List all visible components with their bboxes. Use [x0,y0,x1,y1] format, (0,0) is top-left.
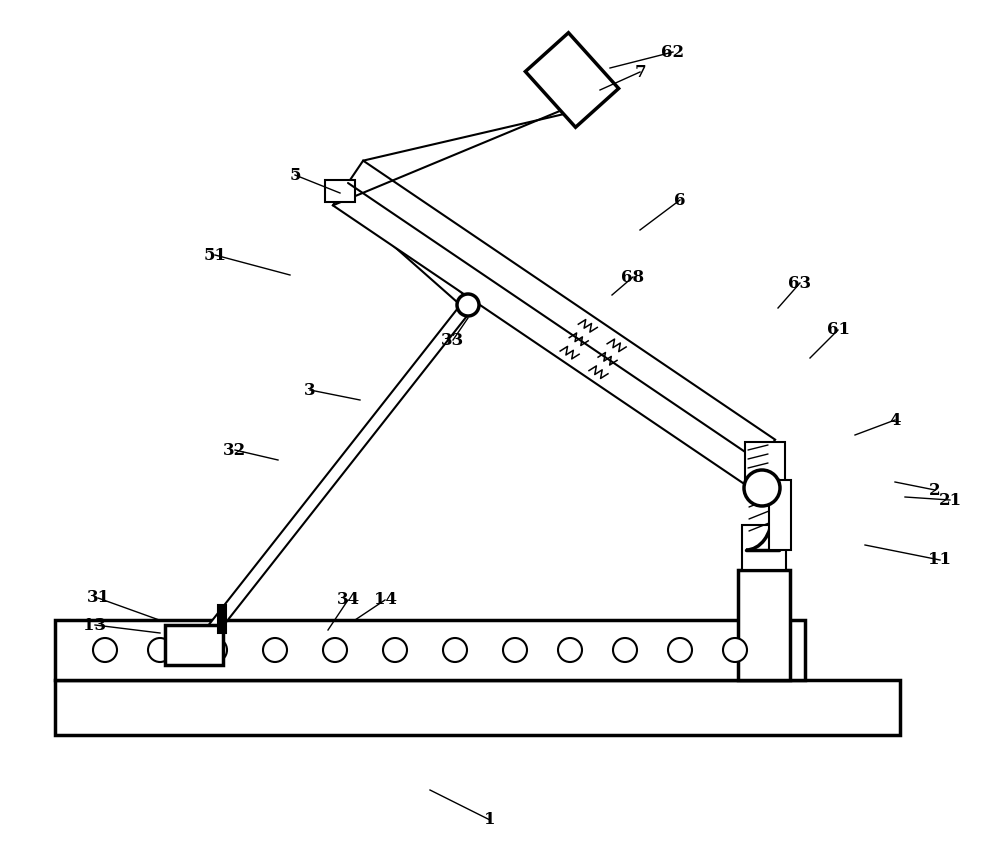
Circle shape [263,638,287,662]
Bar [55,620,805,680]
Text: 63: 63 [788,274,812,291]
Circle shape [723,638,747,662]
Polygon shape [525,33,619,127]
Circle shape [744,470,780,506]
Text: 31: 31 [86,589,110,606]
Text: 34: 34 [336,592,360,609]
Text: 7: 7 [634,64,646,81]
Text: 2: 2 [929,481,941,498]
Bar [769,480,791,550]
Bar [738,570,790,680]
Text: 68: 68 [621,268,645,285]
Circle shape [558,638,582,662]
Text: 32: 32 [223,441,247,458]
Polygon shape [337,188,471,309]
Bar [165,625,223,665]
Circle shape [443,638,467,662]
Circle shape [203,638,227,662]
Text: 11: 11 [928,552,952,569]
Polygon shape [190,301,473,655]
Circle shape [457,294,479,316]
Circle shape [383,638,407,662]
Text: 62: 62 [661,43,685,60]
Text: 14: 14 [374,592,396,609]
Text: 13: 13 [83,616,107,633]
Text: 3: 3 [304,381,316,398]
Circle shape [668,638,692,662]
Circle shape [148,638,172,662]
Text: 51: 51 [204,246,226,263]
Bar [55,680,900,735]
Bar [325,180,355,202]
Text: 33: 33 [441,331,465,348]
Text: 6: 6 [674,192,686,209]
Text: 4: 4 [889,412,901,429]
Circle shape [323,638,347,662]
Polygon shape [333,160,775,485]
Bar [742,525,786,570]
Text: 5: 5 [289,166,301,183]
Text: 1: 1 [484,812,496,829]
Circle shape [503,638,527,662]
Bar [745,442,785,482]
Text: 21: 21 [938,492,962,509]
Text: 61: 61 [826,322,850,339]
Bar [218,605,226,633]
Circle shape [613,638,637,662]
Circle shape [93,638,117,662]
